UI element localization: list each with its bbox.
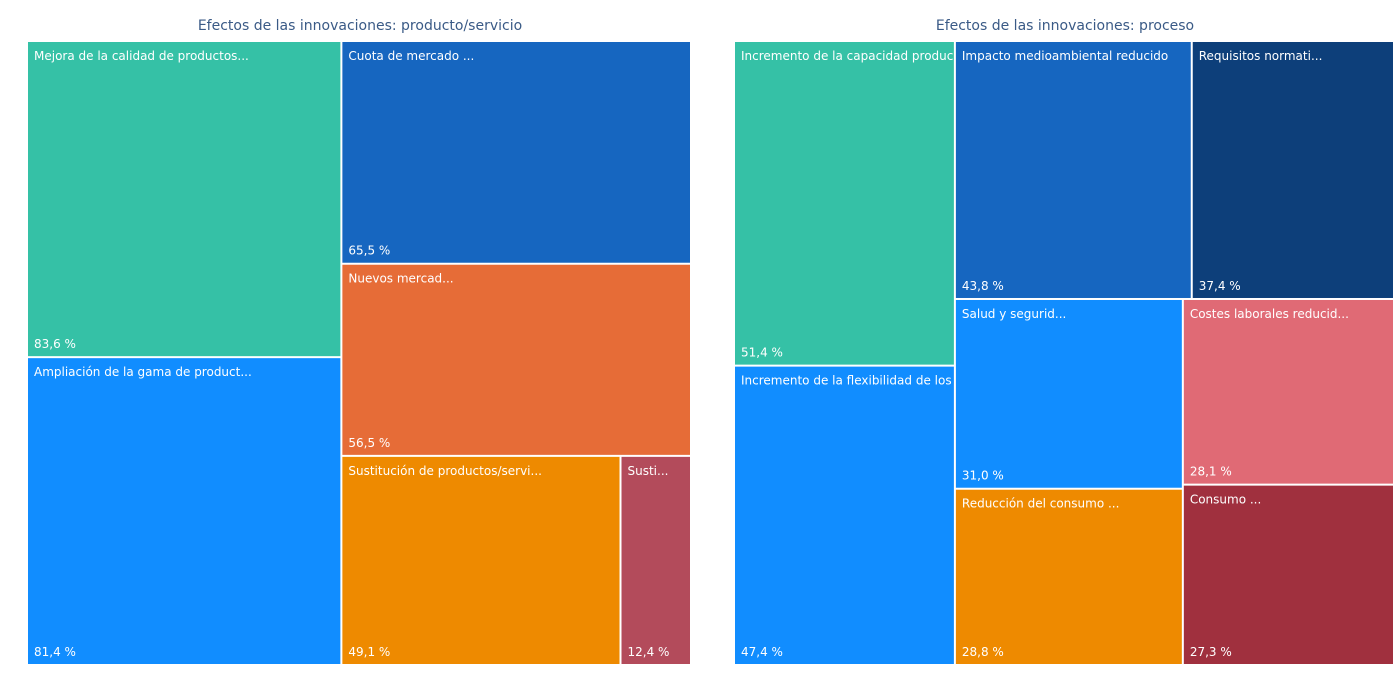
tile-rect — [1192, 42, 1393, 298]
chart-title: Efectos de las innovaciones: producto/se… — [198, 18, 522, 34]
tile-rect — [955, 42, 1191, 298]
tile-label: Consumo ... — [1190, 493, 1261, 507]
tile-rect — [1183, 485, 1393, 664]
tile: Impacto medioambiental reducido 43,8 % — [955, 42, 1191, 298]
tile-value: 12,4 % — [628, 645, 670, 659]
tile-value: 31,0 % — [962, 469, 1004, 483]
tile-label: Ampliación de la gama de product... — [34, 365, 252, 379]
tile-rect — [621, 456, 690, 664]
tile-value: 49,1 % — [348, 645, 390, 659]
tile-rect — [28, 358, 341, 664]
tile-label: Incremento de la flexibilidad de los ... — [741, 374, 967, 388]
tile-label: Cuota de mercado ... — [348, 49, 474, 63]
tile-value: 51,4 % — [741, 346, 783, 360]
tile-value: 65,5 % — [348, 244, 390, 258]
tile-label: Impacto medioambiental reducido — [962, 49, 1168, 63]
tile-label: Mejora de la calidad de productos... — [34, 49, 249, 63]
tile-rect — [342, 264, 690, 455]
tile-label: Nuevos mercad... — [348, 272, 453, 286]
tile: Nuevos mercad... 56,5 % — [342, 264, 690, 455]
chart-title: Efectos de las innovaciones: proceso — [936, 18, 1194, 34]
tile: Incremento de la flexibilidad de los ...… — [735, 366, 967, 664]
tile: Mejora de la calidad de productos... 83,6… — [28, 42, 341, 357]
tile-label: Sustitución de productos/servi... — [348, 464, 542, 478]
tile-label: Incremento de la capacidad produc... — [741, 49, 965, 63]
tile: Requisitos normati... 37,4 % — [1192, 42, 1393, 298]
tile-value: 83,6 % — [34, 337, 76, 351]
tile-rect — [1183, 299, 1393, 484]
tile: Consumo ... 27,3 % — [1183, 485, 1393, 664]
tile-value: 81,4 % — [34, 645, 76, 659]
tile-label: Requisitos normati... — [1199, 49, 1323, 63]
tile-rect — [735, 366, 954, 664]
tile-label: Salud y segurid... — [962, 307, 1066, 321]
tile: Sustitución de productos/servi... 49,1 % — [342, 456, 620, 664]
tile: Susti... 12,4 % — [621, 456, 690, 664]
tile: Reducción del consumo ... 28,8 % — [955, 489, 1182, 664]
tile-value: 37,4 % — [1199, 279, 1241, 293]
tile-label: Reducción del consumo ... — [962, 497, 1120, 511]
tile-rect — [955, 489, 1182, 664]
tile-rect — [955, 299, 1182, 488]
tile-value: 28,1 % — [1190, 465, 1232, 479]
tile-value: 56,5 % — [348, 436, 390, 450]
tile-rect — [28, 42, 341, 357]
tile-label: Susti... — [628, 464, 669, 478]
tile-rect — [342, 42, 690, 263]
tile: Salud y segurid... 31,0 % — [955, 299, 1182, 488]
tile-value: 28,8 % — [962, 645, 1004, 659]
tile-value: 43,8 % — [962, 279, 1004, 293]
tile-rect — [735, 42, 954, 365]
tile: Ampliación de la gama de product... 81,4 … — [28, 358, 341, 664]
tile-rect — [342, 456, 620, 664]
tile: Costes laborales reducid... 28,1 % — [1183, 299, 1393, 484]
tile-label: Costes laborales reducid... — [1190, 307, 1349, 321]
tile: Incremento de la capacidad produc... 51,4… — [735, 42, 965, 365]
tile-value: 27,3 % — [1190, 645, 1232, 659]
tile-value: 47,4 % — [741, 645, 783, 659]
tile: Cuota de mercado ... 65,5 % — [342, 42, 690, 263]
